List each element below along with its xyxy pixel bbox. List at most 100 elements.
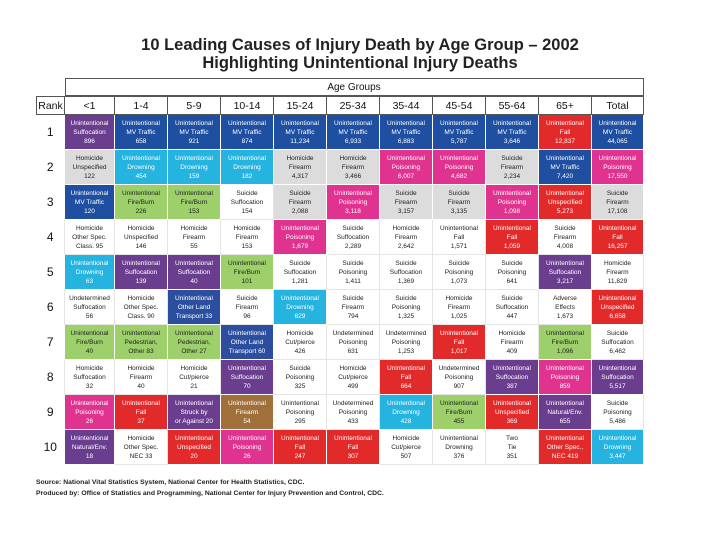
cause-cell-line: Suicide [395,259,417,267]
cause-cell: Suicide Firearm 17,108 [591,184,644,220]
cause-cell-line: 376 [453,452,465,460]
cause-cell: Homicide Firearm 2,642 [379,219,433,255]
cause-cell-line: Suicide [448,189,470,197]
cause-cell: Homicide Firearm 55 [167,219,221,255]
rank-number: 5 [46,265,54,279]
cause-cell-line: Unintentional [546,154,584,162]
cause-cell-line: Unintentional [175,119,213,127]
cause-cell-line: Fall [506,233,518,241]
cause-cell-line: 4,317 [291,172,309,180]
cause-cell-line: 295 [294,417,306,425]
cause-cell-line: Two [506,434,518,442]
cause-cell-line: Homicide [75,224,104,232]
cause-cell-line: Fall [559,128,571,136]
cause-cell-line: 55 [190,242,198,250]
cause-cell-line: 3,447 [609,452,626,460]
cause-cell-line: Unintentional [122,399,160,407]
cause-cell: Unintentional Suffocation 139 [114,254,168,290]
cause-cell-line: Poisoning [232,443,262,451]
cause-cell-line: 1,059 [503,242,521,250]
cause-cell-line: Homicide [286,154,314,162]
cause-cell-line: Unspecified [177,443,211,451]
cause-cell-line: Pedestrian, [177,338,211,346]
cause-cell-line: Unspecified [600,303,635,311]
cause-cell-line: 20 [190,452,198,460]
cause-cell-line: Transport 33 [175,312,213,320]
cause-cell: Suicide Firearm 4,008 [538,219,592,255]
cause-cell-line: 40 [190,277,198,285]
cause-cell-line: Unintentional [175,329,213,337]
cause-cell: Homicide Firearm 4,317 [273,149,327,185]
cause-cell: Unintentional Fall 247 [273,429,327,465]
cause-cell-line: 2,642 [397,242,415,250]
cause-cell-line: Unintentional [493,119,531,127]
table-row: 9 Unintentional Poisoning 26 Unintentional Fa… [37,394,644,430]
cause-cell-line: Undetermined [69,294,110,302]
cause-cell-line: 40 [137,382,145,390]
cause-cell-line: Poisoning [285,373,315,381]
cause-cell: Unintentional MV Traffic 6,883 [379,114,433,150]
cause-cell-line: Other Spec., [546,443,584,451]
cause-cell: Unintentional Unspecified 20 [167,429,221,465]
cause-cell-line: Suffocation [230,198,264,206]
cause-cell-line: Fall [453,233,465,241]
cause-cell: Suicide Suffocation 6,462 [591,324,644,360]
source-note: Source: National Vital Statistics System… [36,479,305,486]
cause-cell: Unintentional MV Traffic 658 [114,114,168,150]
page-title: 10 Leading Causes of Injury Death by Age… [141,36,579,54]
cause-cell-line: Poisoning [338,198,368,206]
cause-cell-line: NEC 33 [129,452,153,460]
cause-cell-line: Poisoning [391,163,421,171]
cause-cell-line: Suffocation [230,373,264,381]
cause-cell-line: 247 [294,452,306,460]
cause-cell-line: 1,281 [291,277,309,285]
cause-cell: Homicide Suffocation 32 [64,359,115,395]
cause-cell: Unintentional Fall 16,257 [591,219,644,255]
age-column-header: 65+ [538,96,592,115]
cause-cell-line: Unintentional [440,329,478,337]
cause-cell-line: Homicide [498,329,526,337]
cause-cell-line: 139 [135,277,147,285]
cause-cell: Homicide Firearm 11,829 [591,254,644,290]
cause-cell-line: 4,008 [556,242,574,250]
cause-cell-line: Fall [135,408,147,416]
age-column-header: Total [591,96,644,115]
cause-cell-line: Suicide [448,259,470,267]
cause-cell-line: 409 [506,347,518,355]
cause-cell-line: 5,273 [556,207,574,215]
age-column-header: 55-64 [485,96,539,115]
cause-cell-line: Undetermined [332,399,374,407]
table-row: 6 Undetermined Suffocation 56 Homicide Other … [37,289,644,325]
cause-cell-line: Poisoning [603,163,632,171]
cause-cell-line: Tie [507,443,517,451]
cause-cell-line: Unintentional [175,294,213,302]
cause-cell: Undetermined Poisoning 1,253 [379,324,433,360]
cause-cell-line: 54 [243,417,251,425]
cause-cell-line: 433 [347,417,359,425]
cause-cell-line: Suicide [289,259,311,267]
cause-cell: Unintentional Poisoning 1,679 [273,219,327,255]
cause-cell-line: Firearm [394,233,418,241]
cause-cell-line: Unintentional [70,399,109,407]
cause-cell-line: Poisoning [75,408,104,416]
cause-cell: Unintentional Fire/Burn 1,096 [538,324,592,360]
cause-cell-line: 6,933 [344,137,362,145]
cause-cell-line: Fire/Burn [233,268,261,276]
cause-cell-line: Unintentional [546,189,584,197]
cause-cell: Unintentional Struck by or Against 20 [167,394,221,430]
cause-cell: Unintentional Drowning 376 [432,429,486,465]
cause-cell-line: Poisoning [338,408,368,416]
cause-cell-line: Unintentional [228,434,266,442]
cause-cell-line: 1,571 [450,242,468,250]
cause-cell-line: Suffocation [73,128,106,136]
cause-cell-line: 1,096 [556,347,574,355]
cause-cell-line: 631 [347,347,359,355]
cause-cell-line: Firearm [288,198,312,206]
cause-cell-line: Unintentional [387,399,425,407]
cause-cell-line: 3,646 [503,137,521,145]
cause-cell-line: 44,065 [607,137,628,145]
cause-cell: Unintentional Suffocation 3,217 [538,254,592,290]
cause-cell-line: Unintentional [546,329,584,337]
cause-cell-line: Unintentional [440,119,478,127]
cause-cell-line: Cut/pierce [285,338,315,346]
